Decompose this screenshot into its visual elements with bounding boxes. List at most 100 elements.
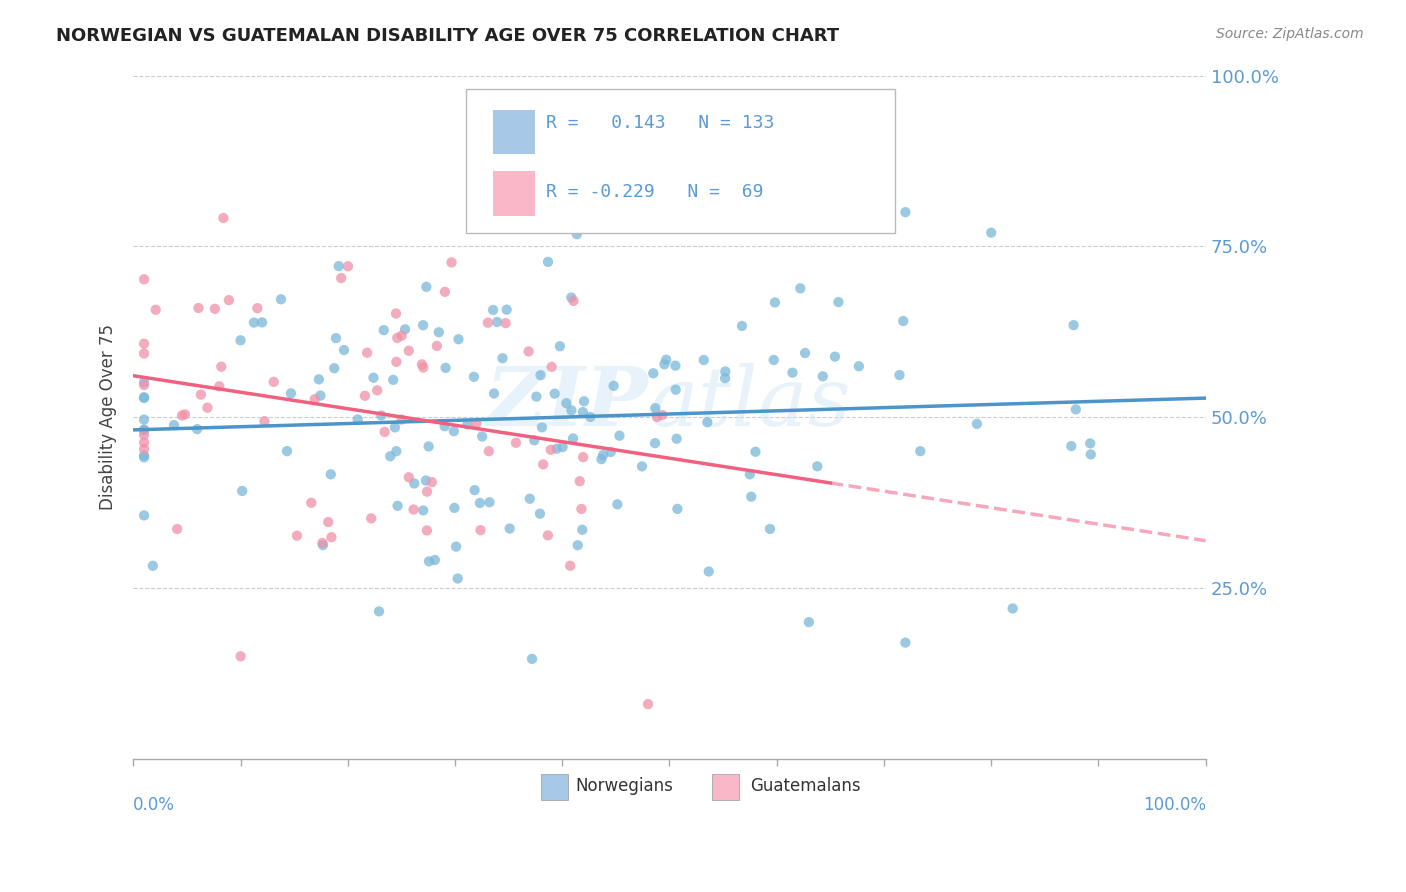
Point bbox=[827, 295, 849, 310]
Point bbox=[132, 450, 155, 465]
Point bbox=[434, 360, 457, 375]
Point bbox=[599, 445, 621, 459]
Point bbox=[463, 369, 485, 384]
Point bbox=[738, 467, 761, 482]
Point bbox=[316, 515, 339, 529]
Point bbox=[309, 388, 332, 402]
Point bbox=[415, 280, 437, 294]
Point bbox=[346, 412, 368, 426]
Point bbox=[762, 353, 785, 368]
Point bbox=[304, 392, 326, 406]
Bar bbox=[492, 171, 536, 216]
Point bbox=[418, 439, 440, 453]
Point bbox=[966, 417, 988, 431]
Point bbox=[565, 227, 588, 242]
Point bbox=[495, 302, 517, 317]
Point bbox=[517, 344, 540, 359]
Point bbox=[208, 379, 231, 393]
Point bbox=[491, 351, 513, 366]
Point bbox=[204, 301, 226, 316]
Point bbox=[246, 301, 269, 315]
Point bbox=[644, 436, 666, 450]
Point bbox=[631, 459, 654, 474]
Point bbox=[186, 422, 208, 436]
Point bbox=[263, 375, 285, 389]
Point bbox=[384, 420, 406, 434]
Y-axis label: Disability Age Over 75: Disability Age Over 75 bbox=[100, 324, 117, 510]
Point bbox=[665, 383, 688, 397]
Point bbox=[1060, 439, 1083, 453]
Point bbox=[426, 339, 449, 353]
Point bbox=[373, 323, 395, 337]
Point bbox=[433, 285, 456, 299]
Point bbox=[433, 419, 456, 434]
Bar bbox=[713, 774, 740, 800]
Point bbox=[486, 315, 509, 329]
Point bbox=[360, 511, 382, 525]
Point bbox=[471, 429, 494, 443]
Point bbox=[797, 157, 820, 171]
Point bbox=[889, 368, 911, 382]
Point bbox=[412, 360, 434, 375]
Point bbox=[465, 417, 488, 431]
Point bbox=[385, 306, 408, 320]
Point bbox=[562, 293, 585, 308]
Point bbox=[420, 475, 443, 489]
Point bbox=[543, 386, 565, 401]
Point bbox=[231, 483, 253, 498]
Point bbox=[654, 357, 676, 371]
Bar bbox=[541, 774, 568, 800]
Point bbox=[447, 332, 470, 346]
Point bbox=[763, 295, 786, 310]
Point bbox=[394, 322, 416, 336]
Point bbox=[416, 524, 439, 538]
Point bbox=[132, 391, 155, 405]
Point bbox=[478, 444, 501, 458]
Point bbox=[693, 353, 716, 368]
Point bbox=[321, 530, 343, 544]
FancyBboxPatch shape bbox=[465, 89, 894, 233]
Point bbox=[328, 259, 350, 273]
Point bbox=[412, 503, 434, 517]
Point bbox=[848, 359, 870, 374]
Point bbox=[385, 355, 408, 369]
Point bbox=[572, 394, 595, 409]
Point bbox=[523, 434, 546, 448]
Point bbox=[270, 293, 292, 307]
Point bbox=[891, 314, 914, 328]
Point bbox=[285, 529, 308, 543]
Point bbox=[894, 205, 917, 219]
Point bbox=[132, 376, 155, 390]
Point bbox=[531, 458, 554, 472]
Point bbox=[370, 409, 392, 423]
Point bbox=[311, 536, 333, 550]
Point bbox=[759, 522, 782, 536]
Point bbox=[1063, 318, 1085, 332]
Point bbox=[174, 408, 197, 422]
Point bbox=[209, 359, 232, 374]
Point bbox=[980, 226, 1002, 240]
Point bbox=[797, 615, 820, 629]
Point bbox=[356, 345, 378, 359]
Point bbox=[229, 334, 252, 348]
Point bbox=[495, 316, 517, 330]
Point bbox=[592, 448, 614, 462]
Point bbox=[368, 604, 391, 618]
Text: ZIP: ZIP bbox=[485, 363, 648, 443]
Point bbox=[132, 435, 155, 450]
Point bbox=[505, 435, 527, 450]
Point bbox=[560, 558, 582, 573]
Point bbox=[363, 370, 385, 384]
Point bbox=[744, 444, 766, 458]
Point bbox=[418, 554, 440, 568]
Point bbox=[697, 565, 720, 579]
Point bbox=[416, 484, 439, 499]
Point bbox=[382, 373, 405, 387]
Point bbox=[387, 499, 409, 513]
Point bbox=[444, 540, 467, 554]
Point bbox=[404, 476, 426, 491]
Point bbox=[740, 490, 762, 504]
Point bbox=[666, 502, 689, 516]
Text: 0.0%: 0.0% bbox=[134, 797, 176, 814]
Point bbox=[572, 405, 595, 419]
